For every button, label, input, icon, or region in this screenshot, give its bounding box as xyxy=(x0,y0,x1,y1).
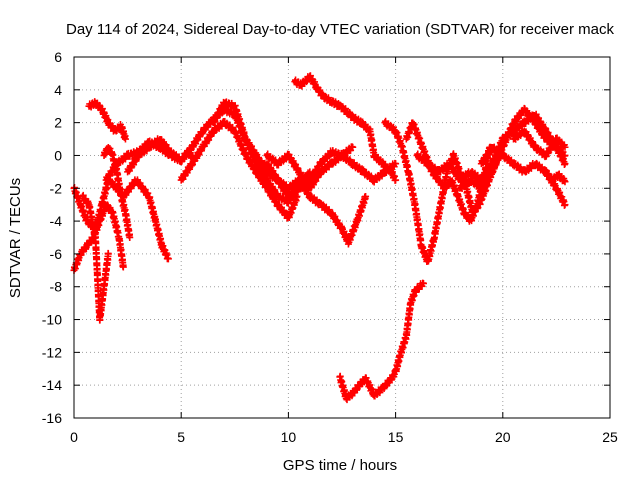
y-tick-label: -2 xyxy=(50,180,63,196)
y-tick-label: -6 xyxy=(50,246,63,262)
data-points xyxy=(70,72,569,404)
data-point-markers xyxy=(291,72,400,184)
y-tick-label: 2 xyxy=(54,115,62,131)
y-tick-label: -16 xyxy=(42,410,62,426)
y-axis-label: SDTVAR / TECUs xyxy=(7,178,24,298)
x-tick-label: 15 xyxy=(388,429,404,445)
series-arc11 xyxy=(263,143,357,192)
data-point-markers xyxy=(79,191,112,324)
data-point-markers xyxy=(263,143,357,192)
x-tick-label: 0 xyxy=(70,429,78,445)
series-arc12 xyxy=(291,72,400,184)
series-arc13 xyxy=(336,279,427,404)
x-tick-label: 5 xyxy=(177,429,185,445)
data-point-markers xyxy=(542,167,569,186)
chart-title: Day 114 of 2024, Sidereal Day-to-day VTE… xyxy=(66,21,614,38)
x-tick-label: 20 xyxy=(495,429,511,445)
series-arc20 xyxy=(542,167,569,186)
series-arc10 xyxy=(252,159,370,248)
y-tick-label: 0 xyxy=(54,147,62,163)
series-arc19 xyxy=(510,127,569,161)
x-tick-label: 10 xyxy=(281,429,297,445)
y-tick-label: -8 xyxy=(50,279,63,295)
axis-ticks: 0 5 10 15 20 25 -16 -14 -12 -10 -8 -6 -4 -2 0 2 4 6 xyxy=(42,49,618,445)
plot-frame xyxy=(73,56,611,419)
series-arc4 xyxy=(79,191,112,324)
y-tick-label: 6 xyxy=(54,49,62,65)
data-point-markers xyxy=(252,159,370,248)
y-tick-label: -12 xyxy=(42,344,62,360)
x-axis-label: GPS time / hours xyxy=(283,457,397,474)
y-tick-label: -10 xyxy=(42,312,62,328)
data-point-markers xyxy=(85,98,129,143)
x-tick-label: 25 xyxy=(602,429,618,445)
series-arc3 xyxy=(85,98,129,143)
y-tick-label: 4 xyxy=(54,82,62,98)
data-point-markers xyxy=(177,118,301,222)
series-arc14 xyxy=(381,117,503,265)
data-point-markers xyxy=(336,279,427,404)
data-point-markers xyxy=(381,117,503,265)
data-point-markers xyxy=(510,127,569,161)
y-tick-label: -14 xyxy=(42,377,62,393)
series-arc8 xyxy=(177,118,301,222)
y-tick-label: -4 xyxy=(50,213,63,229)
